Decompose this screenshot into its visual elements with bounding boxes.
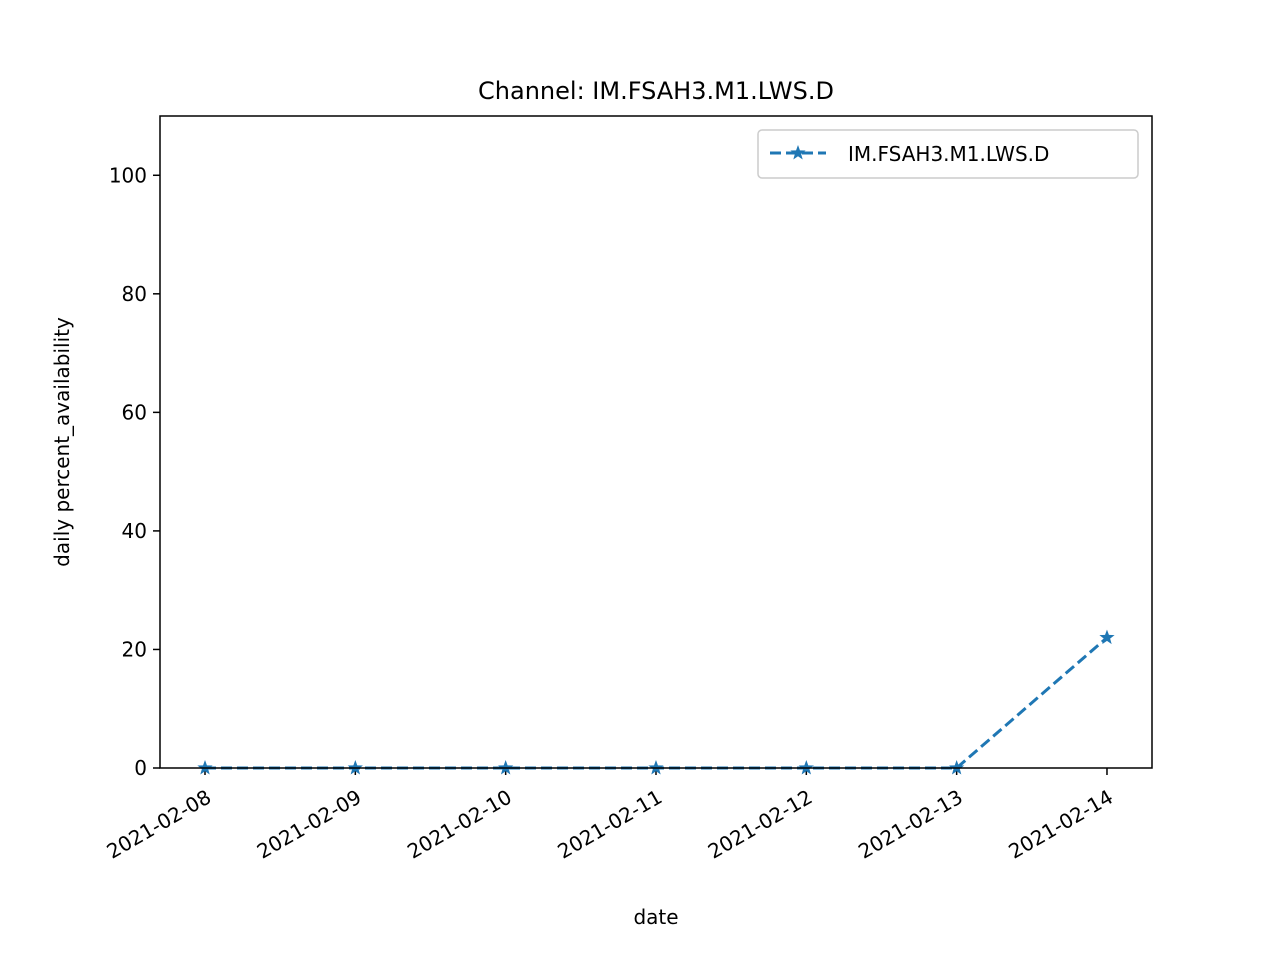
data-point-marker [197,760,213,775]
chart-title: Channel: IM.FSAH3.M1.LWS.D [478,77,834,105]
data-point-marker [949,760,965,775]
data-point-marker [798,760,814,775]
plot-frame [159,115,1153,769]
legend: IM.FSAH3.M1.LWS.D [757,129,1139,179]
y-axis-ticks: 0 20 40 60 80 100 [109,163,160,780]
legend-marker-star [790,145,806,160]
data-point-marker [498,760,514,775]
data-point-marker [1099,629,1115,645]
y-tick-label: 80 [122,282,147,306]
y-tick-label: 100 [109,163,147,187]
legend-entry-label: IM.FSAH3.M1.LWS.D [848,142,1049,166]
y-tick-label: 40 [122,519,147,543]
y-axis-label: daily percent_availability [50,317,74,567]
data-point-marker [648,760,664,775]
y-tick-label: 20 [122,637,147,661]
y-tick-label: 60 [122,400,147,424]
y-tick-label: 0 [134,756,147,780]
x-axis-label: date [633,905,678,929]
legend-box [757,129,1139,179]
data-point-marker [347,760,363,775]
